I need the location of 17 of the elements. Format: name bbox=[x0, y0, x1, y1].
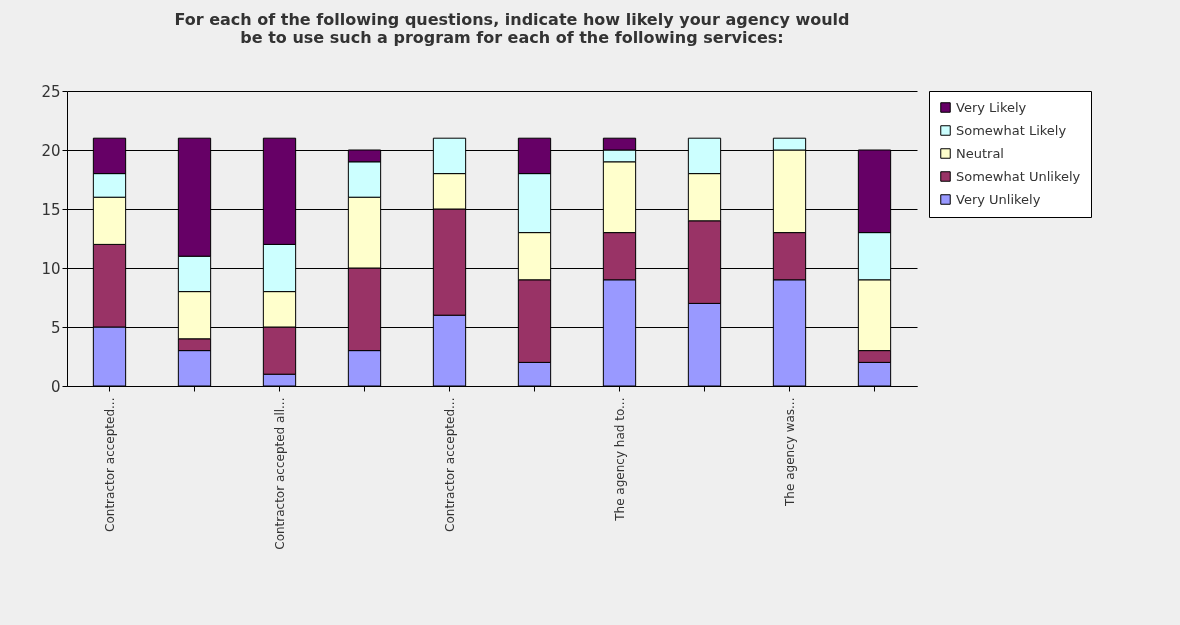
y-tick-label: 25 bbox=[41, 82, 61, 101]
x-tick-label: Contractor accepted... bbox=[102, 397, 117, 532]
y-tick-label: 5 bbox=[50, 318, 61, 337]
chart-title: For each of the following questions, indicate how likely your agency would be to use such a program for each of the following services: bbox=[174, 10, 850, 47]
y-tick-label: 0 bbox=[50, 377, 61, 396]
y-tick-label: 20 bbox=[41, 141, 61, 160]
y-tick-label: 15 bbox=[41, 200, 61, 219]
legend-label: Neutral bbox=[956, 145, 1004, 161]
legend-label: Somewhat Likely bbox=[956, 122, 1067, 138]
x-tick-label: The agency was... bbox=[782, 397, 797, 507]
y-tick-label: 10 bbox=[41, 259, 61, 278]
x-tick-label: Contractor accepted... bbox=[442, 397, 457, 532]
legend-label: Somewhat Unlikely bbox=[956, 168, 1081, 184]
x-tick-label: The agency had to... bbox=[612, 397, 627, 522]
x-tick-label: Contractor accepted all... bbox=[272, 397, 287, 550]
legend-label: Very Likely bbox=[956, 99, 1027, 115]
legend-label: Very Unlikely bbox=[956, 191, 1041, 207]
